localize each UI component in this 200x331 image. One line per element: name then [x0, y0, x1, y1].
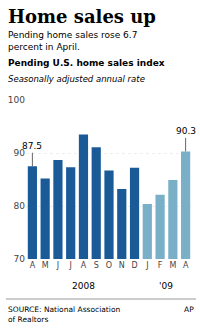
svg-text:A: A	[183, 261, 189, 270]
svg-text:Home sales up: Home sales up	[8, 6, 156, 27]
svg-text:M: M	[169, 261, 176, 270]
svg-text:D: D	[131, 261, 137, 270]
svg-text:Pending U.S. home sales index: Pending U.S. home sales index	[8, 58, 165, 68]
svg-text:A: A	[30, 261, 36, 270]
svg-text:F: F	[158, 261, 163, 270]
svg-text:Seasonally adjusted annual rat: Seasonally adjusted annual rate	[8, 74, 145, 84]
svg-text:80: 80	[14, 201, 26, 211]
svg-text:J: J	[145, 261, 148, 270]
svg-text:M: M	[42, 261, 49, 270]
svg-text:70: 70	[14, 254, 26, 264]
svg-text:O: O	[106, 261, 112, 270]
svg-text:90.3: 90.3	[176, 126, 196, 136]
svg-text:N: N	[119, 261, 125, 270]
svg-text:'09: '09	[159, 281, 173, 291]
svg-text:J: J	[69, 261, 72, 270]
svg-text:S: S	[94, 261, 99, 270]
svg-text:90: 90	[14, 148, 26, 158]
svg-text:J: J	[56, 261, 59, 270]
svg-text:100: 100	[8, 95, 25, 105]
svg-text:87.5: 87.5	[22, 141, 42, 151]
svg-text:A: A	[81, 261, 87, 270]
svg-text:AP: AP	[184, 305, 194, 314]
svg-text:SOURCE: National Associationof: SOURCE: National Associationof Realtors	[8, 305, 120, 324]
svg-text:2008: 2008	[72, 281, 95, 291]
svg-text:Pending home sales rose 6.7per: Pending home sales rose 6.7percent in Ap…	[8, 30, 137, 52]
